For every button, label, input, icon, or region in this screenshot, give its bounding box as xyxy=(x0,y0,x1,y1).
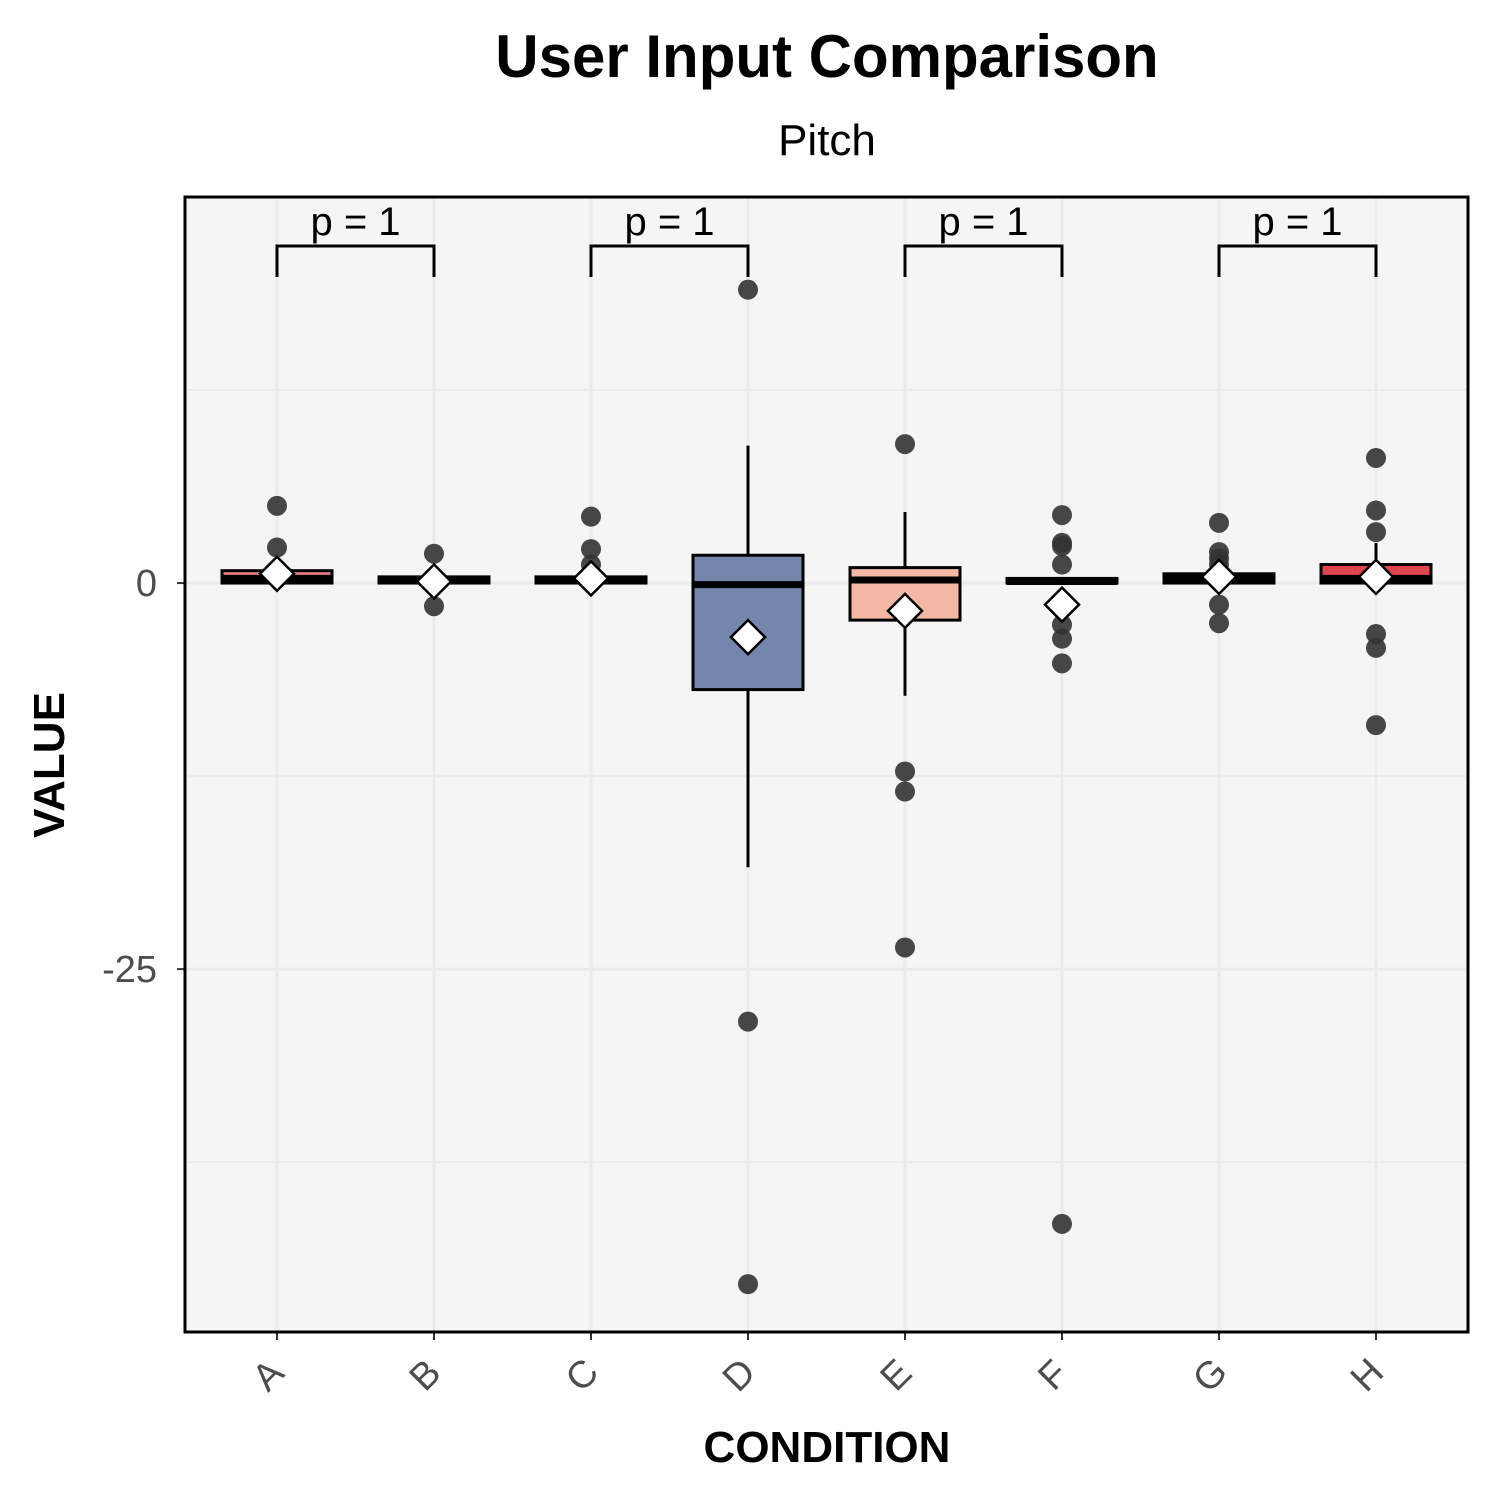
p-value-label: p = 1 xyxy=(310,200,400,244)
comparison-A-B: p = 1 xyxy=(275,200,436,277)
chart-subtitle: Pitch xyxy=(778,116,876,165)
outlier-point xyxy=(1052,653,1072,674)
outlier-point xyxy=(895,761,915,782)
box-E xyxy=(848,434,962,958)
outlier-point xyxy=(1052,628,1072,649)
plot-panel xyxy=(185,197,1468,1332)
x-tick-label: E xyxy=(873,1352,921,1400)
outlier-point xyxy=(738,279,758,300)
bracket xyxy=(589,244,750,277)
outlier-point xyxy=(1052,554,1072,575)
box-series xyxy=(220,279,1433,1295)
outlier-point xyxy=(267,537,287,558)
chart-title: User Input Comparison xyxy=(495,23,1158,90)
outlier-point xyxy=(895,937,915,958)
x-tick-label: H xyxy=(1343,1351,1392,1400)
outlier-point xyxy=(1366,500,1386,521)
mean-marker xyxy=(258,555,296,593)
mean-marker xyxy=(886,592,924,630)
outlier-point xyxy=(1366,715,1386,736)
box-B xyxy=(377,543,491,617)
x-tick-label: A xyxy=(245,1351,293,1399)
mean-marker xyxy=(1043,585,1081,624)
box-A xyxy=(220,495,334,593)
outlier-point xyxy=(1366,624,1386,645)
x-tick-label: F xyxy=(1030,1352,1076,1398)
outlier-point xyxy=(738,1011,758,1032)
mean-marker xyxy=(729,618,767,656)
outlier-point xyxy=(738,1274,758,1295)
x-tick-label: C xyxy=(558,1351,607,1400)
x-axis-ticks: A B C D E F G H xyxy=(245,1332,1392,1401)
p-value-label: p = 1 xyxy=(938,200,1028,244)
x-tick-label: B xyxy=(402,1352,450,1400)
comparison-brackets: p = 1 p = 1 p = 1 p = 1 xyxy=(275,200,1378,277)
outlier-point xyxy=(1209,594,1229,615)
outlier-point xyxy=(581,539,601,560)
box-F xyxy=(1005,505,1119,1234)
box-G xyxy=(1162,512,1276,634)
comparison-C-D: p = 1 xyxy=(589,200,750,277)
outlier-point xyxy=(1366,522,1386,543)
y-axis-ticks: 0 -25 xyxy=(102,563,185,991)
box-D xyxy=(691,279,805,1295)
mean-marker xyxy=(1357,558,1395,596)
outlier-point xyxy=(895,434,915,455)
bracket xyxy=(275,244,436,277)
y-tick-label: 0 xyxy=(136,563,157,605)
bracket xyxy=(1217,244,1378,277)
bracket xyxy=(903,244,1064,277)
outlier-point xyxy=(1052,505,1072,526)
plot-border xyxy=(183,195,1470,1334)
comparison-E-F: p = 1 xyxy=(903,200,1064,277)
outlier-point xyxy=(1366,637,1386,658)
outlier-point xyxy=(1052,1213,1072,1234)
x-tick-label: G xyxy=(1185,1350,1236,1401)
outlier-point xyxy=(424,596,444,617)
outlier-point xyxy=(581,506,601,527)
outlier-point xyxy=(1209,512,1229,533)
p-value-label: p = 1 xyxy=(1252,200,1342,244)
outlier-point xyxy=(267,495,287,516)
mean-marker xyxy=(1200,558,1238,596)
outlier-point xyxy=(895,781,915,802)
outlier-point xyxy=(424,543,444,564)
comparison-G-H: p = 1 xyxy=(1217,200,1378,277)
p-value-label: p = 1 xyxy=(624,200,714,244)
y-tick-label: -25 xyxy=(102,949,157,991)
outlier-point xyxy=(1366,447,1386,468)
mean-marker xyxy=(572,559,610,598)
y-axis-title: VALUE xyxy=(25,692,74,838)
x-tick-label: D xyxy=(715,1351,764,1400)
x-axis-title: CONDITION xyxy=(704,1423,951,1472)
outlier-point xyxy=(1209,613,1229,634)
outlier-point xyxy=(1052,614,1072,635)
box-C xyxy=(534,506,648,598)
mean-marker xyxy=(415,562,453,601)
outlier-point xyxy=(1052,535,1072,556)
box-H xyxy=(1319,447,1433,736)
